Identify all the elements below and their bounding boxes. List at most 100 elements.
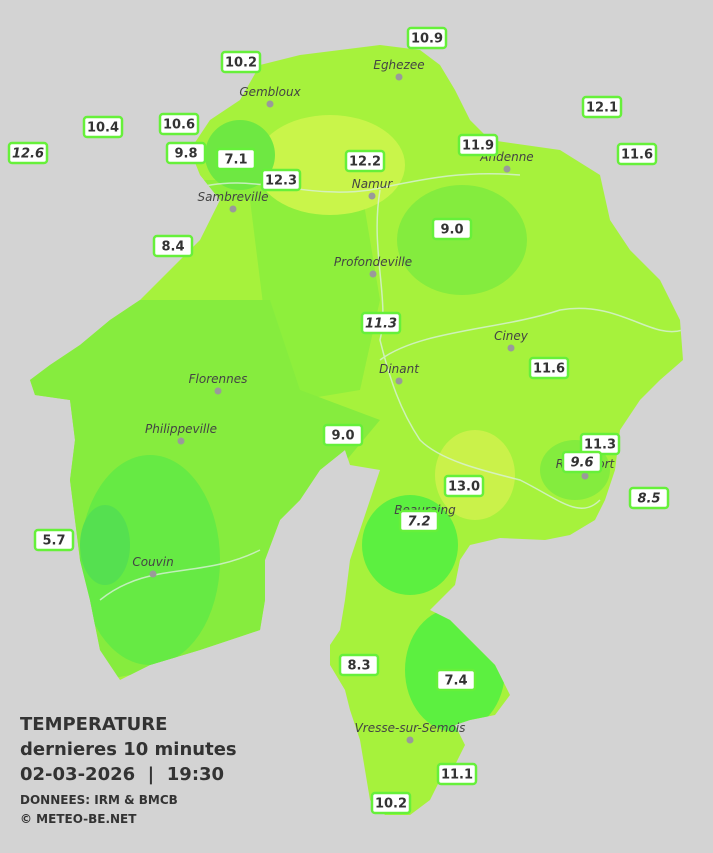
station-box [436,762,478,786]
station: 9.0 [322,423,364,447]
station: 11.3 [579,432,621,456]
station-value: 12.3 [265,174,297,189]
town-dot [507,344,515,352]
town-dot [369,270,377,278]
town-dot [149,570,157,578]
town-label: Dinant [379,362,420,376]
town-label: Profondeville [334,255,412,269]
station-value: 10.6 [163,118,195,133]
station-value: 9.6 [570,456,593,471]
station: 8.5 [628,486,670,510]
station-value: 10.2 [375,797,407,812]
town-dot [368,192,376,200]
station-box [435,668,477,692]
station: 9.0 [431,217,473,241]
station-value: 7.4 [444,674,467,689]
station-value: 10.9 [411,32,443,47]
town-dot [503,165,511,173]
station-box [322,423,364,447]
station: 11.6 [528,356,570,380]
station-value: 12.1 [586,101,618,116]
station: 12.6 [7,141,49,165]
station-value: 11.3 [365,317,397,332]
station: 11.9 [457,133,499,157]
station-box [616,142,658,166]
station-value: 11.3 [584,438,616,453]
town-dot [214,387,222,395]
station-box [33,528,75,552]
town-dot [395,73,403,81]
station-box [561,450,603,474]
station: 9.8 [165,141,207,165]
legend-subtitle: dernieres 10 minutes [20,739,237,760]
town-label: Florennes [189,372,248,386]
station: 7.2 [398,509,440,533]
town-dot [266,100,274,108]
town-label: Eghezee [373,58,424,72]
station-box [360,311,402,335]
station-value: 11.1 [441,768,473,783]
station: 11.1 [436,762,478,786]
town-label: Couvin [132,555,173,569]
town-dot [229,205,237,213]
station-value: 11.9 [462,139,494,154]
legend-source: DONNEES: IRM & BMCB [20,793,178,807]
station-value: 8.4 [161,240,184,255]
station: 10.9 [406,26,448,50]
station: 7.1 [215,147,257,171]
station-box [165,141,207,165]
town-label: Gembloux [239,85,301,99]
station-value: 5.7 [42,534,65,549]
station: 8.3 [338,653,380,677]
station-value: 9.0 [440,223,463,238]
station: 10.2 [220,50,262,74]
station-box [528,356,570,380]
town-dot [177,437,185,445]
station-value: 11.6 [621,148,653,163]
station: 5.7 [33,528,75,552]
station-box [457,133,499,157]
station-box [344,149,386,173]
town-label: Vresse-sur-Semois [355,721,466,735]
station-value: 7.1 [224,153,247,168]
station-box [215,147,257,171]
station: 11.6 [616,142,658,166]
town-dot [395,377,403,385]
legend: TEMPERATURE dernieres 10 minutes 02-03-2… [20,714,237,826]
station: 11.3 [360,311,402,335]
legend-title: TEMPERATURE [20,714,167,735]
station-value: 13.0 [448,480,480,495]
station-box [628,486,670,510]
station: 10.4 [82,115,124,139]
station: 8.4 [152,234,194,258]
station: 9.6 [561,450,603,474]
station-value: 9.0 [331,429,354,444]
station: 13.0 [443,474,485,498]
legend-datetime: 02-03-2026 | 19:30 [20,764,224,785]
town-label: Sambreville [197,190,268,204]
station: 12.2 [344,149,386,173]
station-value: 10.2 [225,56,257,71]
legend-copyright: © METEO-BE.NET [20,812,137,826]
station-box [581,95,623,119]
station-value: 8.3 [347,659,370,674]
station-box [220,50,262,74]
station-box [260,168,302,192]
station: 10.6 [158,112,200,136]
station-value: 10.4 [87,121,119,136]
station-box [431,217,473,241]
station: 10.2 [370,791,412,815]
station-value: 11.6 [533,362,565,377]
station-value: 12.2 [349,155,381,170]
station: 12.1 [581,95,623,119]
town-label: Namur [352,177,394,191]
town-label: Philippeville [145,422,217,436]
station-value: 12.6 [12,147,44,162]
station-box [7,141,49,165]
station-box [370,791,412,815]
station-box [82,115,124,139]
town-label: Ciney [494,329,529,343]
station-value: 7.2 [407,515,430,530]
town-dot [406,736,414,744]
